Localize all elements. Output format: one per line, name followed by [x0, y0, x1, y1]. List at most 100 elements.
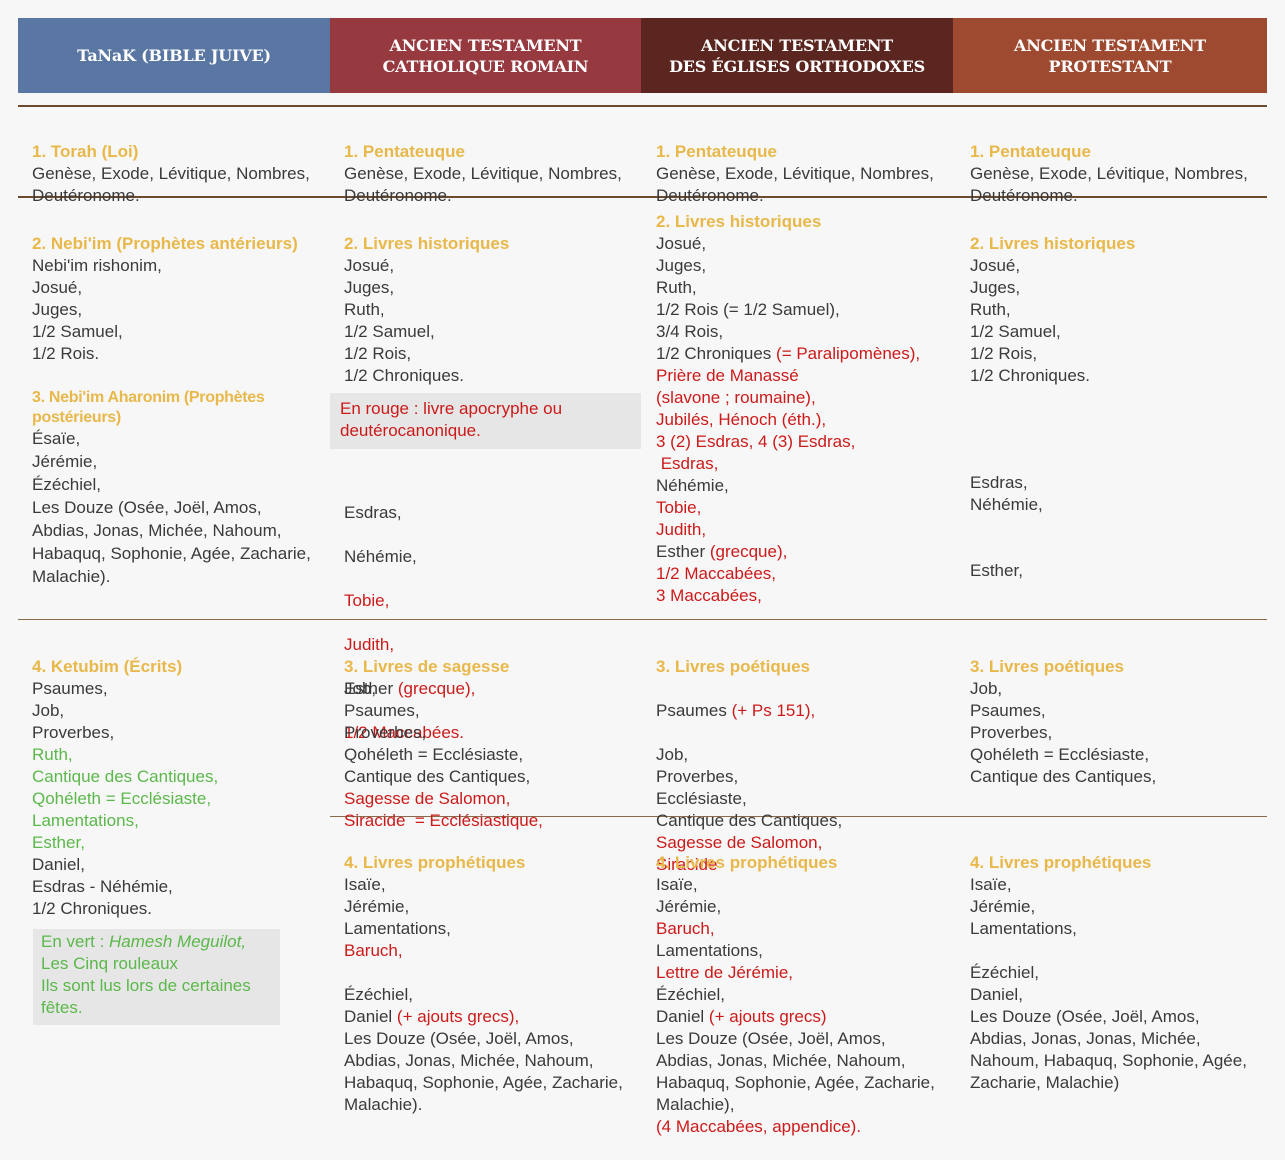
book-addition: (+ Ps 151),	[731, 701, 816, 720]
section-title: 2. Livres historiques	[344, 234, 510, 253]
row3-protestant: 3. Livres poétiques Job, Psaumes, Proverb…	[970, 634, 1156, 788]
legend-green-note: En vert : Hamesh Meguilot, Les Cinq roule…	[33, 929, 280, 1025]
book-line: Esther (grecque),	[344, 678, 475, 700]
header-orthodoxe: ANCIEN TESTAMENT DES ÉGLISES ORTHODOXES	[641, 18, 953, 93]
section-body: Genèse, Exode, Lévitique, Nombres, Deuté…	[656, 164, 934, 205]
section-body-meguilot: Ruth, Cantique des Cantiques, Qohéleth =…	[32, 745, 219, 852]
section-body: Daniel, Esdras - Néhémie, 1/2 Chroniques…	[32, 855, 173, 918]
section-body: Isaïe, Jérémie,	[656, 875, 722, 916]
header-catholique: ANCIEN TESTAMENT CATHOLIQUE ROMAIN	[330, 18, 641, 93]
row2-orthodoxe: 2. Livres historiques Josué, Juges, Ruth…	[656, 211, 920, 607]
book-line: 3/4 Rois,	[656, 322, 724, 341]
book-addition: (= Paralipomènes),	[776, 344, 921, 363]
book-line-apocryphal: Esdras,	[656, 454, 719, 473]
book-name: Daniel	[656, 1007, 709, 1026]
row2-catholique-part2: Esdras, Néhémie, Tobie, Judith, Esther (…	[344, 480, 475, 766]
section-title: 1. Pentateuque	[344, 142, 465, 161]
section-title: 1. Pentateuque	[656, 142, 777, 161]
section-title: 3. Livres de sagesse	[344, 657, 510, 676]
book-line-apocryphal: (slavone ; roumaine),	[656, 388, 816, 407]
book-line: Josué,	[656, 234, 707, 253]
book-line-apocryphal: 3 Maccabées,	[656, 586, 762, 605]
book-name: Psaumes	[656, 701, 732, 720]
row3-orthodoxe: 3. Livres poétiques Psaumes (+ Ps 151), …	[656, 634, 842, 898]
row3-tanak: 4. Ketubim (Écrits) Psaumes, Job, Proverb…	[32, 634, 218, 942]
legend-red-note: En rouge : livre apocryphe ou deutérocan…	[330, 393, 641, 449]
section-body: Josué, Juges, Ruth, 1/2 Samuel, 1/2 Rois…	[970, 256, 1091, 385]
section-body: Genèse, Exode, Lévitique, Nombres, Deuté…	[970, 164, 1248, 205]
section-body: Job, Psaumes, Proverbes, Qohéleth = Eccl…	[970, 679, 1157, 786]
row4-catholique: 4. Livres prophétiques Isaïe, Jérémie, La…	[344, 830, 623, 1138]
section-title: 4. Livres prophétiques	[970, 853, 1152, 872]
section-body: Esdras, Néhémie,	[970, 473, 1043, 514]
section-body: Nebi'im rishonim, Josué, Juges, 1/2 Samu…	[32, 256, 162, 363]
section-title: 2. Nebi'im (Prophètes antérieurs)	[32, 234, 298, 253]
section-title: 1. Torah (Loi)	[32, 142, 139, 161]
book-line: Juges,	[656, 256, 707, 275]
book-line-apocryphal: Prière de Manassé	[656, 366, 799, 385]
book-name: Esther	[344, 679, 398, 698]
book-line-apocryphal: Judith,	[344, 635, 395, 654]
section-title: 1. Pentateuque	[970, 142, 1091, 161]
book-line: Daniel (+ ajouts grecs)	[656, 1006, 935, 1028]
row1-catholique: 1. Pentateuque Genèse, Exode, Lévitique, …	[344, 119, 622, 207]
book-line-apocryphal: Baruch,	[344, 941, 403, 960]
section-title: 2. Livres historiques	[970, 234, 1136, 253]
book-line-apocryphal: Tobie,	[656, 498, 702, 517]
book-line-apocryphal: 1/2 Maccabées.	[344, 723, 465, 742]
book-line: Lamentations,	[656, 941, 763, 960]
book-line: Daniel (+ ajouts grecs),	[344, 1006, 623, 1028]
section-body: Les Douze (Osée, Joël, Amos, Abdias, Jon…	[344, 1029, 623, 1114]
row4-orthodoxe: 4. Livres prophétiques Isaïe, Jérémie, Bar…	[656, 830, 935, 1160]
book-line-apocryphal: Judith,	[656, 520, 707, 539]
book-line-apocryphal: 3 (2) Esdras, 4 (3) Esdras,	[656, 432, 856, 451]
book-name: Daniel	[344, 1007, 397, 1026]
book-addition: (grecque),	[709, 542, 788, 561]
header-tanak-label: TaNaK (BIBLE JUIVE)	[77, 46, 271, 65]
book-line: Esther (grecque),	[656, 541, 920, 563]
book-line: Ruth,	[656, 278, 697, 297]
book-line-apocryphal: (4 Maccabées, appendice).	[656, 1117, 862, 1136]
book-line: Ézéchiel,	[344, 985, 413, 1004]
row4-protestant: 4. Livres prophétiques Isaïe, Jérémie, La…	[970, 830, 1247, 1116]
legend-green-text: Les Cinq rouleaux Ils sont lus lors de c…	[41, 954, 251, 1017]
legend-green-prefix: En vert :	[41, 932, 110, 951]
section-body: Isaïe, Jérémie, Lamentations,	[970, 875, 1077, 938]
section-body: Ésaïe, Jérémie, Ézéchiel, Les Douze (Osé…	[32, 429, 311, 586]
book-line: Esdras,	[344, 503, 402, 522]
book-line-apocryphal: Tobie,	[344, 591, 390, 610]
section-body-apocryphal: Sagesse de Salomon, Siracide	[656, 833, 823, 874]
book-line: Néhémie,	[344, 547, 417, 566]
spacer-line	[970, 940, 1247, 962]
section-body: Job, Proverbes, Ecclésiaste, Cantique de…	[656, 745, 843, 830]
row3-catholique: 3. Livres de sagesse Job, Psaumes, Prover…	[344, 634, 543, 854]
divider-row3	[330, 816, 1267, 817]
section-body: Psaumes, Job, Proverbes,	[32, 679, 115, 742]
header-protestant: ANCIEN TESTAMENT PROTESTANT	[953, 18, 1267, 93]
book-addition: (grecque),	[397, 679, 476, 698]
book-line-apocryphal: Lettre de Jérémie,	[656, 963, 794, 982]
book-name: Esther	[656, 542, 710, 561]
book-line: 1/2 Rois (= 1/2 Samuel),	[656, 300, 840, 319]
row2-protestant: 2. Livres historiques Josué, Juges, Ruth,…	[970, 211, 1135, 387]
header-protestant-label: ANCIEN TESTAMENT PROTESTANT	[1014, 35, 1206, 76]
book-line-apocryphal: Jubilés, Hénoch (éth.),	[656, 410, 827, 429]
row2-tanak-part2: 3. Nebi'im Aharonim (Prophètes postérieu…	[32, 366, 311, 589]
spacer-line	[344, 962, 623, 984]
book-addition: (+ ajouts grecs),	[396, 1007, 520, 1026]
header-tanak: TaNaK (BIBLE JUIVE)	[18, 18, 330, 93]
section-title: 4. Livres prophétiques	[656, 853, 838, 872]
legend-red-text: En rouge : livre apocryphe ou deutérocan…	[340, 399, 563, 440]
section-body-apocryphal: Sagesse de Salomon, Siracide = Ecclésias…	[344, 789, 543, 830]
book-line: 1/2 Chroniques (= Paralipomènes),	[656, 343, 920, 365]
book-line-apocryphal: 1/2 Maccabées,	[656, 564, 777, 583]
row2-protestant-part2: Esdras, Néhémie,	[970, 450, 1043, 516]
section-body: Josué, Juges, Ruth, 1/2 Samuel, 1/2 Rois…	[344, 256, 465, 385]
divider-top	[18, 105, 1267, 107]
row1-orthodoxe: 1. Pentateuque Genèse, Exode, Lévitique, …	[656, 119, 934, 207]
section-body: Ézéchiel, Daniel, Les Douze (Osée, Joël,…	[970, 963, 1247, 1092]
section-body: Genèse, Exode, Lévitique, Nombres, Deuté…	[32, 164, 310, 205]
section-body: Isaïe, Jérémie, Lamentations,	[344, 875, 451, 938]
book-line: Ézéchiel,	[656, 985, 725, 1004]
section-title: 3. Livres poétiques	[656, 657, 810, 676]
